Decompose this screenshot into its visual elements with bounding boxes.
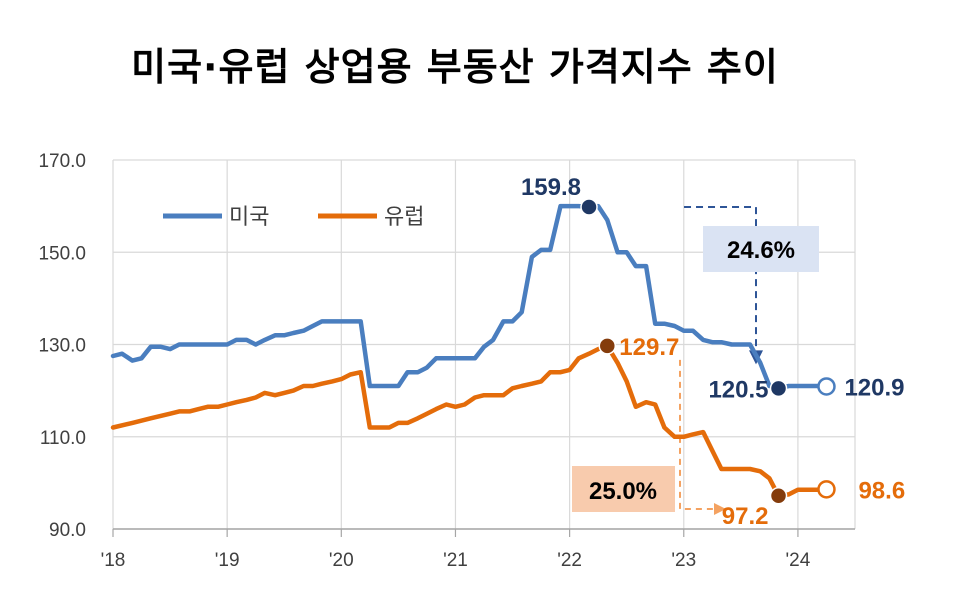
axes: 170.0 150.0 130.0 110.0 90.0 '18 '19 '20 '21 '22 '… [38,151,855,571]
series-line-eu [110,343,829,499]
value-labels: 159.8 120.5 120.9 129.7 97.2 98.6 [521,174,905,530]
eu-value-label: 97.2 [722,503,769,530]
series-lines [110,203,829,499]
y-tick-label: 110.0 [40,428,86,449]
eu-change-box [572,466,675,512]
us-highlight-marker [817,377,836,396]
x-tick-label: '21 [443,550,468,571]
us-value-label: 120.5 [708,376,768,403]
eu-highlight-marker [598,337,617,355]
y-tick-label: 150.0 [38,243,86,264]
chart-title: 미국·유럽 상업용 부동산 가격지수 추이 [131,45,779,89]
us-value-label: 159.8 [521,174,581,201]
y-tick-label: 90.0 [49,520,86,541]
eu-value-label: 129.7 [619,334,679,361]
series-line-us [110,203,829,391]
us-value-label: 120.9 [844,374,904,401]
legend-label-eu: 유럽 [384,205,424,230]
us-highlight-marker [580,198,598,216]
x-tick-label: '18 [101,550,126,571]
x-tick-label: '23 [671,550,696,571]
eu-highlight-marker [769,487,788,505]
legend-label-us: 미국 [229,205,269,230]
us-change-label: 24.6% [727,237,795,264]
y-tick-label: 170.0 [38,151,86,172]
x-tick-label: '19 [215,550,240,571]
eu-change-arrow [679,359,716,510]
eu-value-label: 98.6 [858,477,905,504]
legend: 미국 유럽 [163,205,424,230]
eu-highlight-marker [817,480,836,499]
eu-change-label: 25.0% [589,478,657,505]
x-tick-label: '20 [329,550,354,571]
us-change-box [703,226,819,272]
highlight-markers [580,198,836,505]
y-tick-label: 130.0 [38,336,86,357]
x-tick-label: '24 [786,550,811,571]
us-highlight-marker [769,379,788,398]
annotations: 24.6% 25.0% [572,206,819,515]
eu-change-arrowhead [714,503,726,515]
x-tick-label: '22 [557,550,582,571]
us-change-arrow [684,206,757,361]
